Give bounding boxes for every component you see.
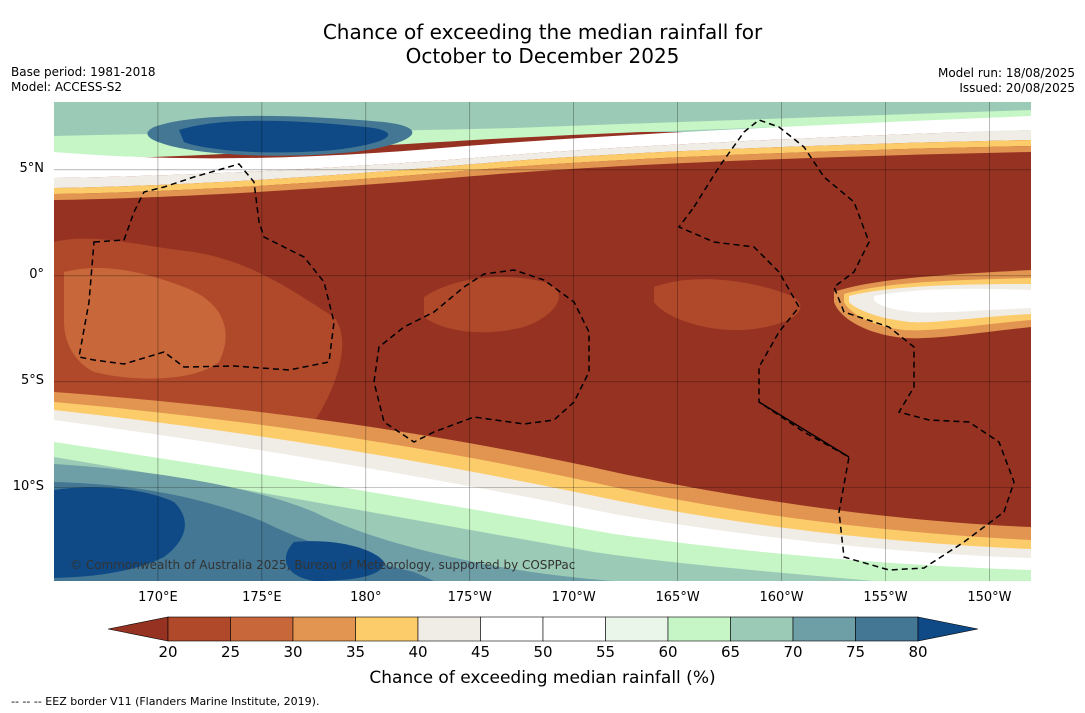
model-run: Model run: 18/08/2025 [937,66,1075,80]
chart-title: Chance of exceeding the median rainfall … [0,20,1085,68]
colorbar-tick-label: 70 [783,643,803,661]
eez-footnote: -- -- -- EEZ border V11 (Flanders Marine… [11,695,320,708]
colorbar-under-arrow [108,616,169,642]
colorbar-tick-label: 55 [595,643,616,661]
colorbar-tick-label: 60 [658,643,678,661]
colorbar-segment [542,616,606,642]
colorbar-tick-label: 40 [408,643,428,661]
gridlines [54,102,1031,581]
colorbar-tick-label: 45 [470,643,491,661]
north-orange-band [54,146,1031,200]
colorbar-segment [417,616,481,642]
south-darkblue-blob-west [54,487,185,578]
latitude-label: 5°S [20,372,44,388]
colorbar-segment [792,616,856,642]
latitude-label: 10°S [12,478,44,494]
longitude-label: 180° [350,590,382,605]
longitude-label: 175°E [242,590,282,605]
longitude-label: 160°W [759,590,804,605]
colorbar-segment [167,616,231,642]
colorbar [108,616,978,642]
colorbar-segment [355,616,419,642]
latitude-label: 5°N [19,160,45,176]
latitude-label: 0° [29,266,44,282]
west-orange-region [64,267,226,379]
copyright-notice: © Commonwealth of Australia 2025, Bureau… [70,558,576,572]
colorbar-segment [230,616,294,642]
eez-border-segment [758,401,850,458]
colorbar-segment [480,616,544,642]
issued-date: Issued: 20/08/2025 [959,81,1075,95]
colorbar-segment [730,616,794,642]
meta-right: Model run: 18/08/2025 Issued: 20/08/2025 [938,66,1075,96]
base-period: Base period: 1981-2018 [11,65,156,79]
longitude-label: 170°E [138,590,178,605]
eez-border-west [78,163,335,371]
south-darkblue-blob-central [285,541,384,581]
colorbar-tick-label: 35 [345,643,366,661]
rainfall-map [54,102,1031,581]
colorbar-segment [855,616,919,642]
longitude-label: 165°W [655,590,700,605]
central-brown-patch [424,277,559,333]
model-name: Model: ACCESS-S2 [11,80,123,94]
title-line-2: October to December 2025 [405,44,680,68]
colorbar-tick-label: 65 [720,643,741,661]
title-line-1: Chance of exceeding the median rainfall … [322,20,763,44]
east-tongue-white [874,288,1031,313]
longitude-label: 155°W [863,590,908,605]
north-yellow-band [54,140,1031,194]
eez-borders [78,119,1015,571]
north-white-band [54,116,1031,178]
eez-border-east [677,119,1015,571]
east-brown-patch [654,279,801,331]
longitude-label: 150°W [967,590,1012,605]
colorbar-tick-label: 25 [220,643,241,661]
colorbar-tick-label: 20 [158,643,178,661]
colorbar-segment [605,616,669,642]
colorbar-over-arrow [917,616,978,642]
map-canvas [54,102,1031,581]
colorbar-label: Chance of exceeding median rainfall (%) [369,668,716,688]
longitude-label: 175°W [447,590,492,605]
colorbar-tick-label: 75 [845,643,866,661]
meta-left: Base period: 1981-2018 Model: ACCESS-S2 [11,65,156,95]
colorbar-tick-label: 80 [908,643,928,661]
colorbar-tick-label: 50 [533,643,553,661]
eez-border-central [373,269,590,443]
colorbar-segment [292,616,356,642]
north-grey-band [54,130,1031,188]
longitude-label: 170°W [551,590,596,605]
north-blue-blob [179,120,389,153]
colorbar-segment [667,616,731,642]
colorbar-tick-label: 30 [283,643,303,661]
